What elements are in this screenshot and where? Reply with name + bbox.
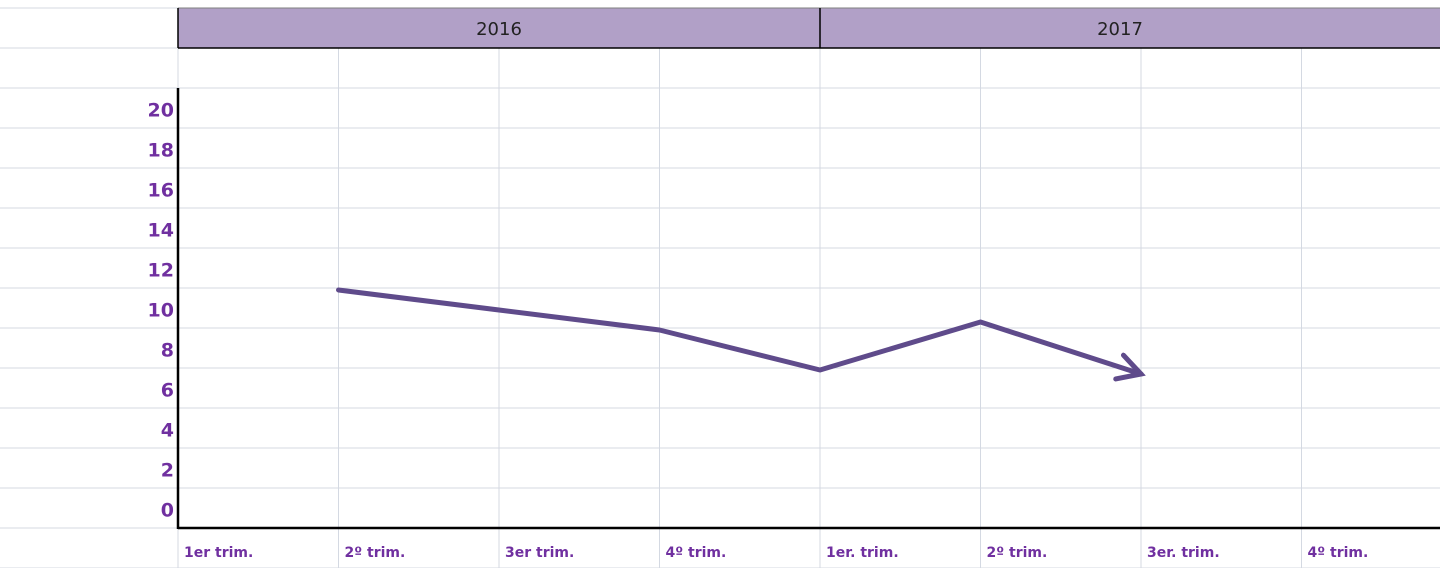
y-tick-label: 10 <box>148 300 174 322</box>
spreadsheet-grid <box>0 7 1440 568</box>
y-tick-label: 8 <box>161 340 174 362</box>
year-header: 2016 2017 <box>177 7 1440 49</box>
x-tick-label: 2º trim. <box>987 545 1048 561</box>
y-tick-label: 20 <box>148 100 174 122</box>
y-tick-label: 6 <box>161 380 174 402</box>
y-tick-label: 14 <box>148 220 174 242</box>
header-band <box>178 8 1440 48</box>
x-tick-label: 3er. trim. <box>1147 545 1220 561</box>
x-tick-label: 4º trim. <box>666 545 727 561</box>
year-label: 2017 <box>1097 19 1143 40</box>
x-tick-label: 4º trim. <box>1308 545 1369 561</box>
y-tick-label: 12 <box>148 260 174 282</box>
y-tick-label: 0 <box>161 500 174 522</box>
x-tick-label: 3er trim. <box>505 545 574 561</box>
plot: 0 2 4 6 8 10 12 14 16 18 20 1er trim. 2º trim. 3er tr… <box>148 88 1440 561</box>
data-line <box>336 287 1142 374</box>
y-tick-label: 18 <box>148 140 174 162</box>
x-tick-label: 1er trim. <box>184 545 253 561</box>
y-tick-label: 4 <box>161 420 174 442</box>
year-label: 2016 <box>476 19 522 40</box>
x-tick-label: 1er. trim. <box>826 545 899 561</box>
y-tick-label: 2 <box>161 460 174 482</box>
y-tick-label: 16 <box>148 180 174 202</box>
x-tick-label: 2º trim. <box>345 545 406 561</box>
